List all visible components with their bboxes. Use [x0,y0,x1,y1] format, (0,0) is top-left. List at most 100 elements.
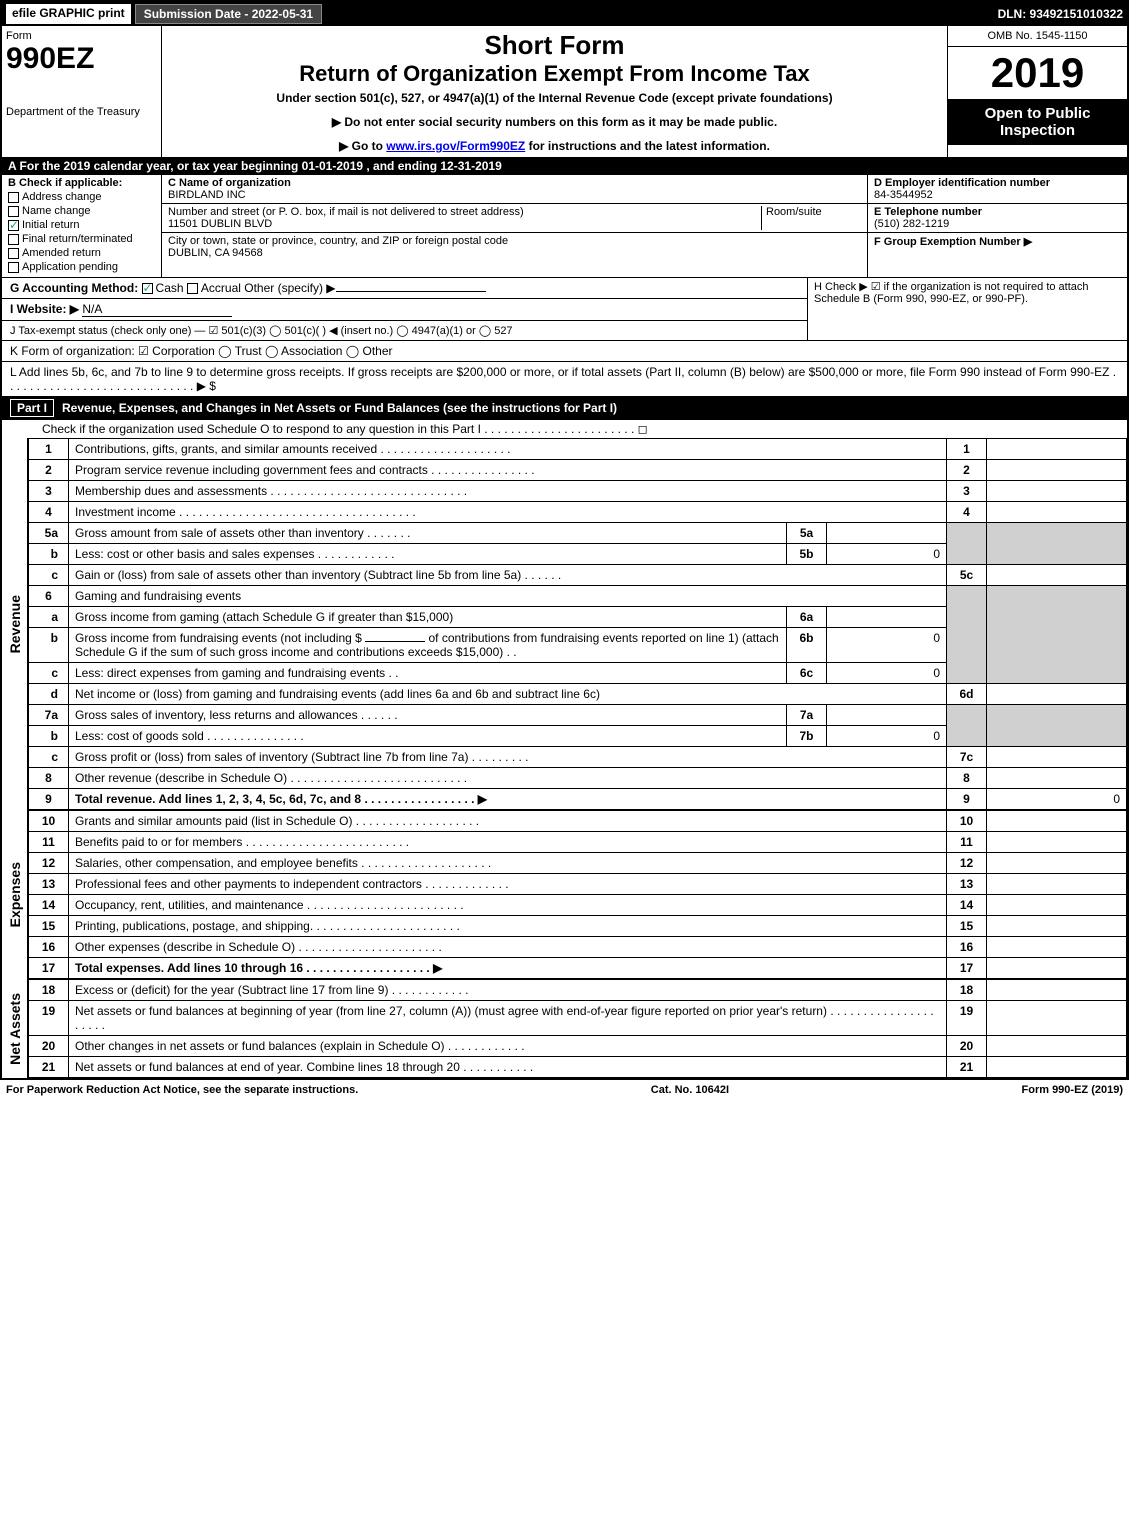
irs-link[interactable]: www.irs.gov/Form990EZ [386,139,525,153]
val-6c: 0 [827,663,947,684]
l-line: L Add lines 5b, 6c, and 7b to line 9 to … [2,361,1127,396]
open-inspection: Open to Public Inspection [948,99,1127,145]
k-line: K Form of organization: ☑ Corporation ◯ … [2,340,1127,361]
dln: DLN: 93492151010322 [998,7,1123,21]
cb-cash[interactable] [142,283,153,294]
subtitle: Under section 501(c), 527, or 4947(a)(1)… [166,91,943,105]
line-20: Other changes in net assets or fund bala… [69,1036,947,1057]
line-6b: Gross income from fundraising events (no… [69,628,787,663]
lbl-cash: Cash [156,281,184,295]
netassets-side-label: Net Assets [7,989,23,1069]
c-street-label: Number and street (or P. O. box, if mail… [168,206,524,218]
dept-label: Department of the Treasury [6,106,157,118]
org-street: 11501 DUBLIN BLVD [168,218,272,230]
line-9: Total revenue. Add lines 1, 2, 3, 4, 5c,… [69,789,947,810]
revenue-side-label: Revenue [7,591,23,657]
f-group-label: F Group Exemption Number ▶ [874,236,1032,248]
c-name-label: C Name of organization [168,177,291,189]
netassets-table: 18Excess or (deficit) for the year (Subt… [28,979,1127,1078]
g-label: G Accounting Method: [10,281,138,295]
tax-year: 2019 [948,47,1127,99]
efile-label[interactable]: efile GRAPHIC print [6,4,131,24]
note-ssn: ▶ Do not enter social security numbers o… [166,115,943,129]
line-7b: Less: cost of goods sold . . . . . . . .… [69,726,787,747]
line-10: Grants and similar amounts paid (list in… [69,811,947,832]
part1-badge: Part I [10,399,54,417]
expenses-side-label: Expenses [7,858,23,931]
cb-pending[interactable] [8,262,19,273]
form-label: Form [6,30,157,42]
cb-final-return[interactable] [8,234,19,245]
expenses-side: Expenses [2,810,28,979]
line-7c: Gross profit or (loss) from sales of inv… [69,747,947,768]
lbl-address-change: Address change [22,191,102,203]
line-1: Contributions, gifts, grants, and simila… [69,439,947,460]
org-city: DUBLIN, CA 94568 [168,247,263,259]
val-9: 0 [987,789,1127,810]
line-8: Other revenue (describe in Schedule O) .… [69,768,947,789]
cb-amended[interactable] [8,248,19,259]
line-7a: Gross sales of inventory, less returns a… [69,705,787,726]
h-line: H Check ▶ ☑ if the organization is not r… [807,278,1127,340]
line-5a: Gross amount from sale of assets other t… [69,523,787,544]
line-17: Total expenses. Add lines 10 through 16 … [69,958,947,979]
line-4: Investment income . . . . . . . . . . . … [69,502,947,523]
lbl-name-change: Name change [22,205,91,217]
line-a: A For the 2019 calendar year, or tax yea… [2,157,1127,175]
cb-address-change[interactable] [8,192,19,203]
other-input[interactable] [336,291,486,292]
revenue-table: 1Contributions, gifts, grants, and simil… [28,438,1127,810]
line-6d: Net income or (loss) from gaming and fun… [69,684,947,705]
line-2: Program service revenue including govern… [69,460,947,481]
val-7b: 0 [827,726,947,747]
netassets-side: Net Assets [2,979,28,1078]
line-18: Excess or (deficit) for the year (Subtra… [69,980,947,1001]
d-ein-label: D Employer identification number [874,177,1050,189]
submission-date: Submission Date - 2022-05-31 [135,4,322,24]
line-6b-input[interactable] [365,641,425,642]
line-16: Other expenses (describe in Schedule O) … [69,937,947,958]
cb-name-change[interactable] [8,206,19,217]
line-13: Professional fees and other payments to … [69,874,947,895]
val-5b: 0 [827,544,947,565]
line-12: Salaries, other compensation, and employ… [69,853,947,874]
i-label: I Website: ▶ [10,302,79,316]
e-tel-label: E Telephone number [874,206,982,218]
col-b-checkboxes: B Check if applicable: Address change Na… [2,175,162,277]
line-6a: Gross income from gaming (attach Schedul… [69,607,787,628]
org-name: BIRDLAND INC [168,189,246,201]
lbl-final-return: Final return/terminated [22,233,133,245]
part1-check: Check if the organization used Schedule … [2,420,1127,438]
cb-initial-return[interactable] [8,220,19,231]
cb-accrual[interactable] [187,283,198,294]
footer: For Paperwork Reduction Act Notice, see … [0,1080,1129,1100]
note-goto: ▶ Go to www.irs.gov/Form990EZ for instru… [166,139,943,153]
footer-mid: Cat. No. 10642I [651,1084,729,1096]
line-6c: Less: direct expenses from gaming and fu… [69,663,787,684]
form-number: 990EZ [6,42,157,76]
footer-right: Form 990-EZ (2019) [1022,1084,1124,1096]
b-header: B Check if applicable: [8,177,155,189]
tel-value: (510) 282-1219 [874,218,949,230]
line-15: Printing, publications, postage, and shi… [69,916,947,937]
line-5b: Less: cost or other basis and sales expe… [69,544,787,565]
c-city-label: City or town, state or province, country… [168,235,508,247]
revenue-side: Revenue [2,438,28,810]
line-5c: Gain or (loss) from sale of assets other… [69,565,947,586]
lbl-initial-return: Initial return [22,219,79,231]
top-bar: efile GRAPHIC print Submission Date - 20… [2,2,1127,26]
line-19: Net assets or fund balances at beginning… [69,1001,947,1036]
expenses-table: 10Grants and similar amounts paid (list … [28,810,1127,979]
lbl-accrual: Accrual [201,281,241,295]
j-line: J Tax-exempt status (check only one) — ☑… [2,320,807,340]
room-label: Room/suite [766,206,822,218]
line-14: Occupancy, rent, utilities, and maintena… [69,895,947,916]
line-3: Membership dues and assessments . . . . … [69,481,947,502]
section-a: B Check if applicable: Address change Na… [2,175,1127,277]
title-short-form: Short Form [166,30,943,61]
website-value: N/A [82,302,232,317]
header: Form 990EZ Department of the Treasury Sh… [2,26,1127,157]
line-21: Net assets or fund balances at end of ye… [69,1057,947,1078]
form-container: efile GRAPHIC print Submission Date - 20… [0,0,1129,1080]
part1-header: Part I Revenue, Expenses, and Changes in… [2,396,1127,420]
